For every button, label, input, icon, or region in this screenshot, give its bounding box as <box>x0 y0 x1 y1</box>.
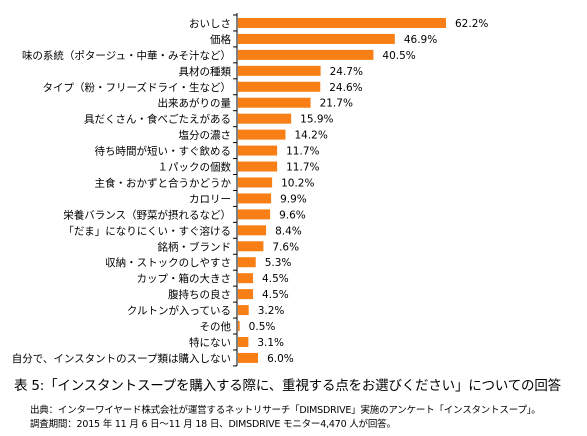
category-label: 塩分の濃さ <box>179 129 232 142</box>
category-label: 銘柄・ブランド <box>158 240 232 253</box>
category-label: 腹持ちの良さ <box>168 288 231 301</box>
value-label: 11.7% <box>286 146 319 158</box>
value-label: 14.2% <box>294 130 327 142</box>
category-label: 自分で、インスタントのスープ類は購入しない <box>12 352 231 365</box>
category-label: 主食・おかずと合うかどうか <box>95 176 232 189</box>
bar <box>238 193 272 204</box>
bar <box>238 321 240 332</box>
bar <box>238 273 254 284</box>
chart-caption: 表 5:「インスタントスープを購入する際に、重視する点をお選びください」について… <box>14 378 561 394</box>
value-label: 62.2% <box>455 18 488 30</box>
value-label: 6.0% <box>267 353 294 365</box>
source-note: 出典：インターワイヤード株式会社が運営するネットリサーチ「DIMSDRIVE」実… <box>30 405 541 416</box>
category-label: 味の系統（ポタージュ・中華・みそ汁など） <box>22 49 231 62</box>
value-label: 24.7% <box>330 66 363 78</box>
value-label: 10.2% <box>281 177 314 189</box>
bar <box>238 49 374 60</box>
bar <box>238 257 256 268</box>
value-label: 15.9% <box>300 114 333 126</box>
value-label: 3.2% <box>258 305 285 317</box>
bar <box>238 336 249 347</box>
category-label: １パックの個数 <box>158 161 232 174</box>
bars: 62.2% 46.9% 40.5% 24.7% 24.6% 21.7% 15.9% 14.2%… <box>238 17 488 365</box>
bar <box>238 97 311 108</box>
value-label: 24.6% <box>329 82 362 94</box>
value-label: 9.6% <box>279 209 306 221</box>
category-label: カロリー <box>189 193 231 205</box>
category-label: タイプ（粉・フリーズドライ・生など） <box>43 81 231 94</box>
value-label: 4.5% <box>262 289 289 301</box>
value-label: 8.4% <box>275 225 302 237</box>
bar <box>238 209 271 220</box>
value-label: 21.7% <box>320 98 353 110</box>
category-label: カップ・箱の大きさ <box>137 272 232 285</box>
category-label: 収納・ストックのしやすさ <box>105 256 231 269</box>
category-label: 「だま」になりにくい・すぐ溶ける <box>63 224 231 237</box>
bar <box>238 289 254 300</box>
category-label: 具材の種類 <box>179 65 232 78</box>
category-label: クルトンが入っている <box>127 304 231 317</box>
bar <box>238 17 446 28</box>
value-label: 4.5% <box>262 273 289 285</box>
bar <box>238 33 395 44</box>
value-label: 9.9% <box>280 193 307 205</box>
bar <box>238 352 259 363</box>
bar <box>238 161 278 172</box>
value-label: 5.3% <box>265 257 292 269</box>
category-label: 特にない <box>189 337 231 349</box>
value-label: 3.1% <box>257 337 284 349</box>
category-label: その他 <box>200 320 232 333</box>
value-label: 40.5% <box>382 50 415 62</box>
category-label: 待ち時間が短い・すぐ飲める <box>95 145 232 158</box>
bar <box>238 81 321 92</box>
category-label: 出来あがりの量 <box>158 97 232 110</box>
bar <box>238 113 292 124</box>
bar <box>238 177 273 188</box>
value-label: 7.6% <box>272 241 299 253</box>
category-label: おいしさ <box>189 18 231 30</box>
bar <box>238 241 264 252</box>
category-label: 具だくさん・食べごたえがある <box>84 113 231 126</box>
survey-period-note: 調査期間：2015 年 11 月 6 日～11 月 18 日、DIMSDRIVE… <box>30 419 396 430</box>
bar <box>238 65 321 76</box>
bar <box>238 225 267 236</box>
value-label: 46.9% <box>404 34 437 46</box>
category-label: 価格 <box>210 33 231 46</box>
category-label: 栄養バランス（野菜が摂れるなど） <box>63 208 231 221</box>
value-label: 0.5% <box>249 321 276 333</box>
value-label: 11.7% <box>286 162 319 174</box>
bar <box>238 145 278 156</box>
bar <box>238 305 249 316</box>
bar <box>238 129 286 140</box>
